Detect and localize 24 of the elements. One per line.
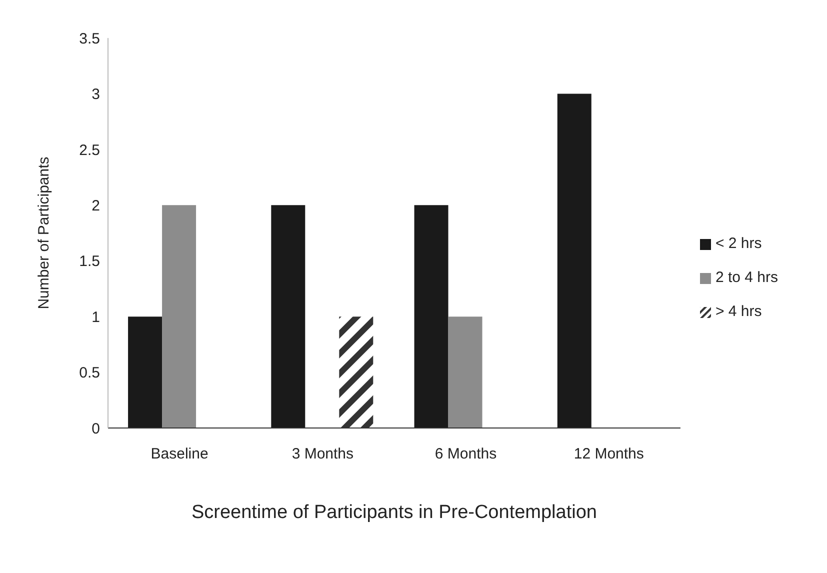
bar — [128, 316, 162, 428]
y-tick-label: 0 — [92, 420, 100, 438]
x-tick-label: Baseline — [150, 446, 208, 463]
x-tick-label: 12 Months — [574, 446, 644, 463]
y-tick-label: 1 — [92, 308, 100, 326]
bar — [339, 316, 374, 428]
bar — [448, 316, 482, 428]
x-axis-title: Screentime of Participants in Pre-Contemplation — [191, 502, 597, 523]
y-tick-label: 3 — [92, 86, 100, 104]
bar — [271, 205, 306, 428]
legend-label: < 2 hrs — [715, 235, 762, 252]
x-tick-label: 3 Months — [292, 446, 354, 463]
bar — [414, 205, 448, 428]
legend-label: 2 to 4 hrs — [715, 269, 778, 286]
y-tick-label: 2.5 — [79, 142, 100, 159]
bar — [162, 205, 196, 428]
y-tick-label: 3.5 — [79, 30, 100, 48]
x-tick-label: 6 Months — [434, 446, 497, 463]
y-tick-label: 1.5 — [79, 253, 100, 270]
legend-label: > 4 hrs — [715, 303, 762, 320]
y-tick-label: 2 — [92, 197, 100, 214]
y-tick-label: 0.5 — [79, 364, 100, 382]
y-axis-title: Number of Participants — [35, 156, 52, 310]
bar — [557, 94, 592, 428]
